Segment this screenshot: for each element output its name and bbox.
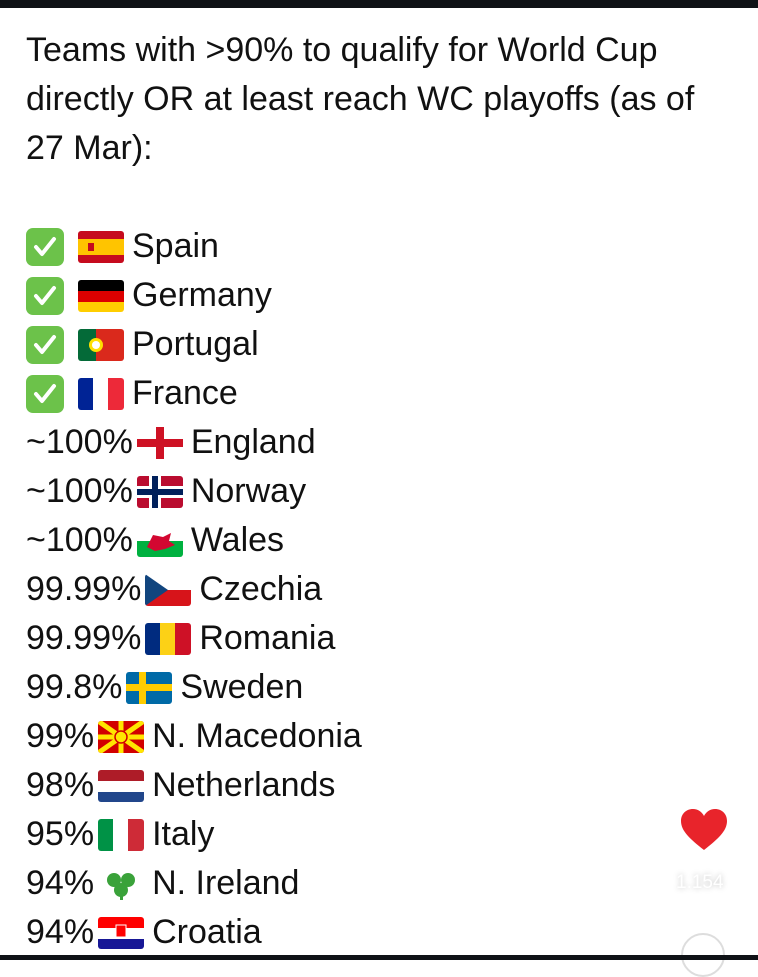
team-name: Czechia (199, 570, 323, 608)
team-row: France (26, 369, 726, 418)
england-flag-icon (136, 426, 183, 459)
team-row: Spain (26, 222, 726, 271)
team-row: 99.99% Czechia (26, 565, 726, 614)
italy-flag-icon (98, 818, 145, 851)
qualify-percentage: 94% (26, 864, 95, 902)
team-row: 94% Croatia (26, 908, 726, 957)
qualify-percentage: 94% (26, 913, 95, 951)
check-icon (26, 325, 64, 364)
team-name: Sweden (180, 668, 304, 706)
qualify-percentage: 98% (26, 766, 95, 804)
team-name: Italy (152, 815, 215, 853)
team-name: Germany (132, 276, 272, 314)
portugal-flag-icon (78, 328, 124, 361)
check-icon (26, 374, 64, 413)
bottom-bar (0, 955, 758, 960)
france-flag-icon (78, 377, 124, 410)
qualify-percentage: 99.99% (26, 570, 142, 608)
croatia-flag-icon (98, 916, 145, 949)
qualify-percentage: ~100% (26, 521, 133, 559)
north-macedonia-flag-icon (98, 720, 145, 753)
qualify-percentage: 95% (26, 815, 95, 853)
wales-flag-icon (136, 524, 183, 557)
team-row: Portugal (26, 320, 726, 369)
team-row: 94% N. Ireland (26, 859, 726, 908)
team-row: 99.8% Sweden (26, 663, 726, 712)
team-name: N. Ireland (152, 864, 300, 902)
qualify-percentage: ~100% (26, 472, 133, 510)
team-list: Spain Germany Portugal France ~100% England ~1… (26, 222, 726, 957)
sweden-flag-icon (126, 671, 173, 704)
qualify-percentage: 99.99% (26, 619, 142, 657)
team-row: 95% Italy (26, 810, 726, 859)
norway-flag-icon (136, 475, 183, 508)
status-bar (0, 0, 758, 8)
qualify-percentage: ~100% (26, 423, 133, 461)
qualify-percentage: 99.8% (26, 668, 123, 706)
team-name: Croatia (152, 913, 262, 951)
post-content: Teams with >90% to qualify for World Cup… (26, 26, 726, 957)
like-count: 1.154 (676, 872, 724, 893)
shamrock-icon (98, 868, 144, 900)
team-name: Wales (190, 521, 285, 559)
germany-flag-icon (78, 279, 124, 312)
check-icon (26, 227, 64, 266)
team-name: Portugal (132, 325, 259, 363)
team-name: England (190, 423, 316, 461)
team-row: ~100% Wales (26, 516, 726, 565)
check-icon (26, 276, 64, 315)
team-name: France (132, 374, 238, 412)
netherlands-flag-icon (98, 769, 145, 802)
team-row: ~100% England (26, 418, 726, 467)
team-name: N. Macedonia (152, 717, 362, 755)
team-row: 98% Netherlands (26, 761, 726, 810)
team-name: Netherlands (152, 766, 336, 804)
team-row: ~100% Norway (26, 467, 726, 516)
spain-flag-icon (78, 230, 124, 263)
qualify-percentage: 99% (26, 717, 95, 755)
post-title: Teams with >90% to qualify for World Cup… (26, 31, 695, 167)
czechia-flag-icon (145, 573, 192, 606)
romania-flag-icon (145, 622, 192, 655)
team-name: Norway (190, 472, 307, 510)
team-row: 99% N. Macedonia (26, 712, 726, 761)
team-row: 99.99% Romania (26, 614, 726, 663)
team-name: Spain (132, 227, 219, 265)
heart-icon[interactable] (680, 808, 728, 852)
team-row: Germany (26, 271, 726, 320)
team-name: Romania (199, 619, 336, 657)
